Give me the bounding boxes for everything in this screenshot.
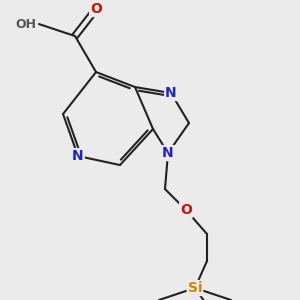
Text: N: N xyxy=(165,86,177,100)
Text: N: N xyxy=(72,149,84,163)
Text: N: N xyxy=(162,146,174,160)
Text: OH: OH xyxy=(15,18,36,31)
Text: O: O xyxy=(180,203,192,217)
Text: O: O xyxy=(90,2,102,16)
Text: Si: Si xyxy=(188,281,202,295)
